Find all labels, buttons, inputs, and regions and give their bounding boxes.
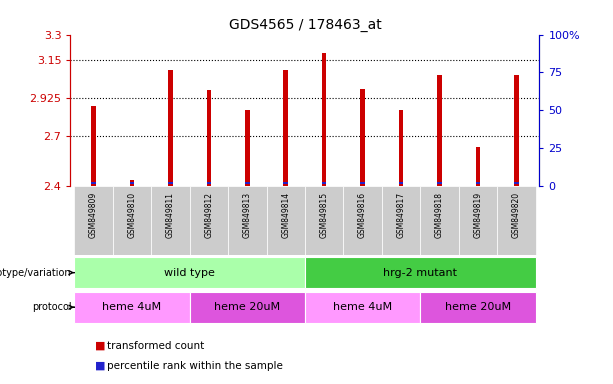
Text: heme 4uM: heme 4uM xyxy=(333,302,392,312)
Text: GSM849817: GSM849817 xyxy=(397,192,406,238)
Text: hrg-2 mutant: hrg-2 mutant xyxy=(383,268,457,278)
Bar xyxy=(130,180,134,186)
Bar xyxy=(228,186,267,255)
Text: heme 20uM: heme 20uM xyxy=(215,302,280,312)
Text: GSM849811: GSM849811 xyxy=(166,192,175,238)
Text: GSM849815: GSM849815 xyxy=(320,192,329,238)
Text: transformed count: transformed count xyxy=(107,341,205,351)
Bar xyxy=(497,186,536,255)
Text: GSM849816: GSM849816 xyxy=(358,192,367,238)
Bar xyxy=(74,186,113,255)
Bar xyxy=(91,182,96,184)
Text: GSM849812: GSM849812 xyxy=(204,192,213,238)
Bar xyxy=(476,182,480,184)
Bar xyxy=(189,292,305,323)
Text: GSM849814: GSM849814 xyxy=(281,192,290,238)
Bar xyxy=(437,182,442,184)
Bar xyxy=(189,186,228,255)
Bar xyxy=(382,186,421,255)
Bar xyxy=(360,182,365,184)
Bar xyxy=(91,106,96,186)
Bar xyxy=(267,186,305,255)
Bar xyxy=(360,89,365,186)
Text: heme 4uM: heme 4uM xyxy=(102,302,162,312)
Bar xyxy=(399,109,403,186)
Bar xyxy=(476,147,480,186)
Bar xyxy=(437,75,442,186)
Bar xyxy=(421,186,459,255)
Bar xyxy=(245,182,249,184)
Bar xyxy=(322,182,327,184)
Bar xyxy=(113,186,151,255)
Text: protocol: protocol xyxy=(32,302,74,312)
Text: GSM849818: GSM849818 xyxy=(435,192,444,238)
Text: GSM849813: GSM849813 xyxy=(243,192,252,238)
Text: ■: ■ xyxy=(95,341,105,351)
Bar xyxy=(421,292,536,323)
Bar xyxy=(168,182,173,184)
Bar xyxy=(305,292,421,323)
Bar xyxy=(74,257,305,288)
Bar xyxy=(514,182,519,184)
Text: percentile rank within the sample: percentile rank within the sample xyxy=(107,361,283,371)
Text: ■: ■ xyxy=(95,361,105,371)
Bar xyxy=(459,186,497,255)
Bar xyxy=(322,53,327,186)
Text: GSM849820: GSM849820 xyxy=(512,192,521,238)
Bar xyxy=(343,186,382,255)
Text: GSM849819: GSM849819 xyxy=(473,192,482,238)
Bar xyxy=(168,70,173,186)
Text: heme 20uM: heme 20uM xyxy=(445,302,511,312)
Bar xyxy=(514,75,519,186)
Text: GSM849809: GSM849809 xyxy=(89,192,98,238)
Bar xyxy=(207,90,211,186)
Bar xyxy=(283,70,288,186)
Text: GSM849810: GSM849810 xyxy=(128,192,137,238)
Bar xyxy=(305,257,536,288)
Bar xyxy=(130,182,134,184)
Bar xyxy=(74,292,189,323)
Bar xyxy=(151,186,189,255)
Bar xyxy=(305,186,343,255)
Bar xyxy=(399,182,403,184)
Text: genotype/variation: genotype/variation xyxy=(0,268,74,278)
Bar xyxy=(283,182,288,184)
Bar xyxy=(207,182,211,184)
Title: GDS4565 / 178463_at: GDS4565 / 178463_at xyxy=(229,18,381,32)
Text: wild type: wild type xyxy=(164,268,215,278)
Bar xyxy=(245,109,249,186)
